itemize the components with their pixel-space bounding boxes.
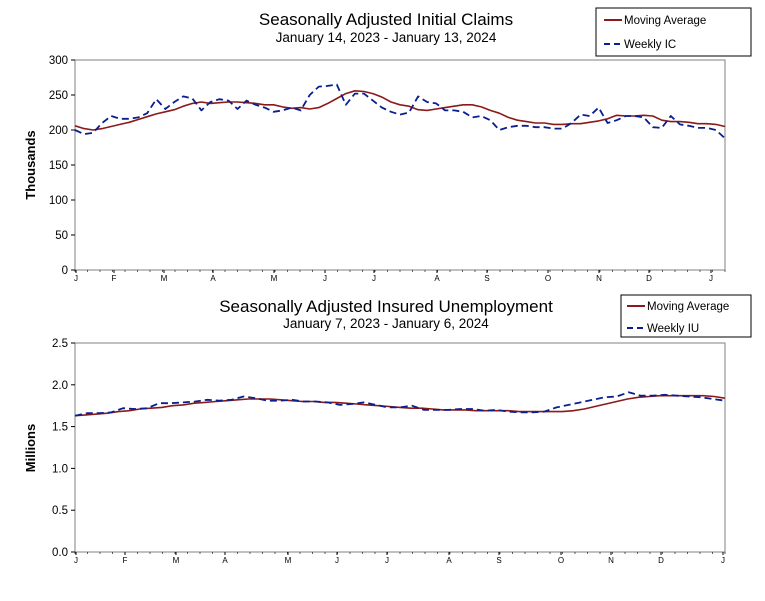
chart1-xtick-label: S [484, 274, 489, 283]
chart2-xtick-label: J [385, 556, 389, 565]
chart1-ytick-label: 150 [49, 160, 68, 172]
chart2-xtick-label: J [335, 556, 339, 565]
chart1-xtick-label: O [545, 274, 551, 283]
chart1-title: Seasonally Adjusted Initial Claims [259, 10, 513, 29]
chart1-legend-weekly-label: Weekly IC [624, 39, 676, 51]
chart1-ytick-label: 250 [49, 90, 68, 102]
chart1-ylabel: Thousands [23, 130, 38, 199]
chart2-ytick-label: 2.5 [52, 338, 68, 350]
chart1-xtick-label: F [112, 274, 117, 283]
chart1-xtick-label: A [210, 274, 216, 283]
chart2-ylabel: Millions [23, 424, 38, 472]
chart1-ytick-label: 200 [49, 125, 68, 137]
chart1-xtick-label: M [161, 274, 168, 283]
chart1-xtick-label: M [271, 274, 278, 283]
chart1-xtick-label: A [434, 274, 440, 283]
chart2-legend-weekly-label: Weekly IU [647, 323, 699, 335]
chart2-xtick-label: A [222, 556, 228, 565]
chart2-xtick-label: N [608, 556, 614, 565]
chart1-ytick-label: 50 [55, 230, 68, 242]
chart2-plot-frame [74, 342, 726, 553]
chart1-legend-ma-label: Moving Average [624, 15, 706, 27]
chart1-xtick-label: D [646, 274, 652, 283]
chart1-xtick-label: J [74, 274, 78, 283]
chart1-moving-average-line [74, 90, 726, 131]
chart2-ytick-label: 0.5 [52, 505, 68, 517]
chart1-xtick-label: J [709, 274, 713, 283]
chart2-xtick-label: A [446, 556, 452, 565]
chart1-xtick-label: J [323, 274, 327, 283]
chart2-xtick-label: F [123, 556, 128, 565]
chart1-xtick-label: J [372, 274, 376, 283]
chart2-xtick-label: D [658, 556, 664, 565]
chart2-weekly-series-line [74, 391, 726, 417]
chart2-title: Seasonally Adjusted Insured Unemployment [219, 297, 553, 316]
chart2-xtick-label: M [173, 556, 180, 565]
chart1-legend: Moving Average Weekly IC [595, 7, 752, 57]
chart1-weekly-series-line [74, 83, 726, 140]
chart1-legend-box [595, 7, 752, 57]
chart2-legend-ma-label: Moving Average [647, 301, 729, 313]
chart2-xtick-label: J [721, 556, 725, 565]
chart2-ytick-label: 1.5 [52, 422, 68, 434]
chart2-legend: Moving Average Weekly IU [620, 294, 752, 338]
chart2-ytick-label: 0.0 [52, 547, 68, 559]
chart1-plot-frame [74, 59, 726, 271]
chart2-moving-average-line [74, 394, 726, 417]
chart1-ytick-label: 0 [62, 265, 68, 277]
chart1-ytick-label: 100 [49, 195, 68, 207]
chart2-subtitle: January 7, 2023 - January 6, 2024 [283, 316, 489, 331]
chart2-ytick-label: 1.0 [52, 463, 68, 475]
chart2-xtick-label: J [74, 556, 78, 565]
chart2-ytick-label: 2.0 [52, 380, 68, 392]
chart1-subtitle: January 14, 2023 - January 13, 2024 [276, 30, 497, 45]
chart2-legend-box [620, 294, 752, 338]
chart2-xtick-label: O [558, 556, 564, 565]
chart1-ytick-label: 300 [49, 55, 68, 67]
chart2-xtick-label: S [496, 556, 501, 565]
chart1-xtick-label: N [596, 274, 602, 283]
chart2-xtick-label: M [285, 556, 292, 565]
